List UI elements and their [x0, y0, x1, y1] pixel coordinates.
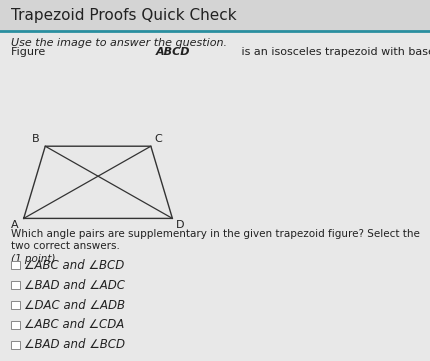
Bar — [11, 321, 20, 329]
Text: Use the image to answer the question.: Use the image to answer the question. — [11, 38, 226, 48]
Bar — [0, 0, 430, 31]
Bar — [11, 281, 20, 289]
Text: Which angle pairs are supplementary in the given trapezoid figure? Select the tw: Which angle pairs are supplementary in t… — [11, 229, 419, 251]
Text: D: D — [175, 220, 184, 230]
Text: A: A — [10, 220, 18, 230]
Text: Trapezoid Proofs Quick Check: Trapezoid Proofs Quick Check — [11, 8, 236, 23]
Text: ∠DAC and ∠ADB: ∠DAC and ∠ADB — [24, 299, 124, 312]
Text: ∠ABC and ∠BCD: ∠ABC and ∠BCD — [24, 259, 124, 272]
Text: ∠BAD and ∠ADC: ∠BAD and ∠ADC — [24, 279, 124, 292]
Text: ∠ABC and ∠CDA: ∠ABC and ∠CDA — [24, 318, 124, 331]
Text: C: C — [154, 134, 162, 144]
Text: is an isosceles trapezoid with bases: is an isosceles trapezoid with bases — [238, 47, 430, 57]
Text: Which angle pairs are supplementary in the given trapezoid figure? Select the tw: Which angle pairs are supplementary in t… — [0, 360, 1, 361]
Text: ABCD: ABCD — [155, 47, 190, 57]
Text: B: B — [32, 134, 40, 144]
Text: Figure: Figure — [11, 47, 49, 57]
Bar — [11, 261, 20, 269]
Text: ∠BAD and ∠BCD: ∠BAD and ∠BCD — [24, 338, 124, 351]
Bar — [11, 341, 20, 349]
Text: (1 point): (1 point) — [11, 254, 55, 264]
Bar — [11, 301, 20, 309]
